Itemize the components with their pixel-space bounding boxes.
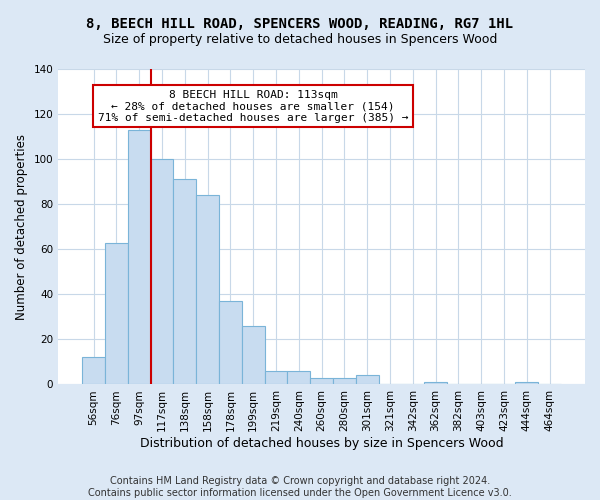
Text: Size of property relative to detached houses in Spencers Wood: Size of property relative to detached ho…: [103, 32, 497, 46]
Bar: [310, 378, 333, 384]
Text: 8 BEECH HILL ROAD: 113sqm
← 28% of detached houses are smaller (154)
71% of semi: 8 BEECH HILL ROAD: 113sqm ← 28% of detac…: [98, 90, 409, 122]
Y-axis label: Number of detached properties: Number of detached properties: [15, 134, 28, 320]
Text: 8, BEECH HILL ROAD, SPENCERS WOOD, READING, RG7 1HL: 8, BEECH HILL ROAD, SPENCERS WOOD, READI…: [86, 18, 514, 32]
Bar: [219, 301, 242, 384]
Bar: [515, 382, 538, 384]
Bar: [196, 195, 219, 384]
Bar: [242, 326, 265, 384]
Bar: [82, 358, 105, 384]
Bar: [173, 180, 196, 384]
Bar: [105, 242, 128, 384]
Bar: [151, 159, 173, 384]
Bar: [265, 371, 287, 384]
Bar: [128, 130, 151, 384]
Text: Contains HM Land Registry data © Crown copyright and database right 2024.
Contai: Contains HM Land Registry data © Crown c…: [88, 476, 512, 498]
Bar: [424, 382, 447, 384]
Bar: [287, 371, 310, 384]
Bar: [333, 378, 356, 384]
Bar: [356, 376, 379, 384]
X-axis label: Distribution of detached houses by size in Spencers Wood: Distribution of detached houses by size …: [140, 437, 503, 450]
